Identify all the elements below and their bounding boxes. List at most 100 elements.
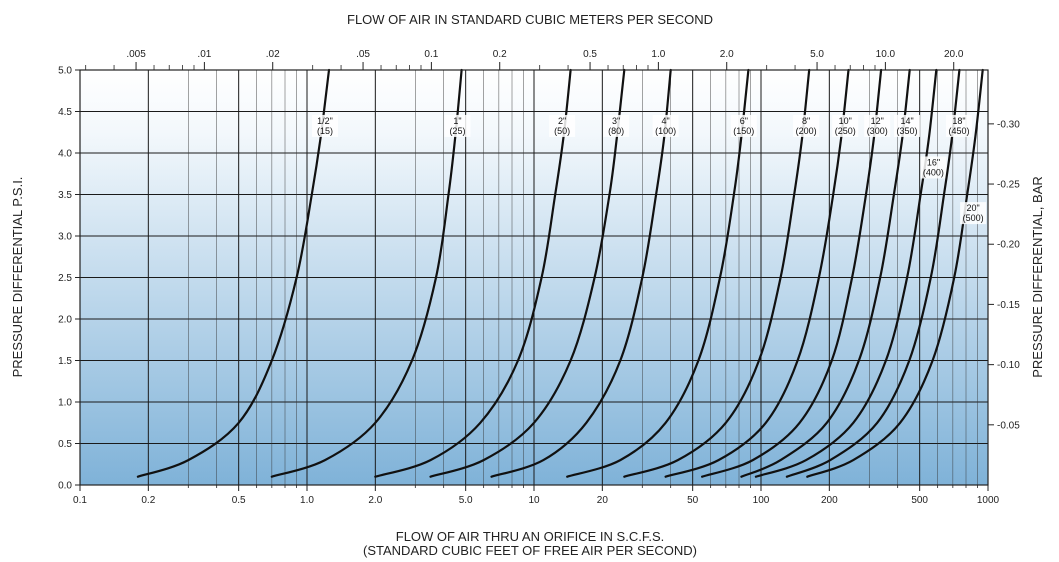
series-curve [374,68,572,478]
y-right-tick-label: -0.15 [997,300,1020,311]
x-tick-label: 1.0 [300,495,314,506]
y-tick-label: 0.0 [58,481,72,492]
series-label-name: 8" [802,116,810,126]
x-tick-label: 0.2 [141,495,155,506]
x-axis-title-line2: (STANDARD CUBIC FEET OF FREE AIR PER SEC… [363,543,697,558]
x-tick-label: 100 [753,495,770,506]
series-label-name: 14" [900,116,913,126]
series-curve [566,68,750,478]
series-label-sub: (150) [733,126,754,136]
series-label-name: 6" [740,116,748,126]
series-label-bg [960,202,987,225]
series-curve [701,68,883,478]
series-label-sub: (250) [835,126,856,136]
series-label-bg [832,114,859,137]
top-tick-label: 20.0 [944,49,964,60]
top-axis-title: FLOW OF AIR IN STANDARD CUBIC METERS PER… [347,12,713,27]
x-tick-label: 1000 [977,495,1000,506]
series-curve [136,68,331,478]
x-tick-label: 20 [597,495,609,506]
series-curve [270,68,463,478]
y-right-tick-label: -0.05 [997,420,1020,431]
y-right-tick-label: -0.20 [997,240,1020,251]
y-tick-label: 2.0 [58,315,72,326]
top-tick-label: 0.1 [424,49,438,60]
series-label-sub: (450) [948,126,969,136]
series-label-sub: (400) [923,167,944,177]
series-curve [754,68,938,478]
series-label-bg [864,114,891,137]
y-tick-label: 2.5 [58,273,72,284]
top-tick-label: 0.5 [583,49,597,60]
series-label-sub: (500) [963,213,984,223]
series-label-bg [652,114,679,137]
series-label-name: 4" [662,116,670,126]
series-label-sub: (300) [867,126,888,136]
series-curves: 1/2"(15) 1"(25) 2"(50) 3"(80) 4"(100) 6"(150)… [136,68,987,478]
x-tick-label: 0.1 [73,495,87,506]
series-label-name: 2" [558,116,566,126]
y-tick-label: 1.5 [58,356,72,367]
series-label-bg [945,114,972,137]
series-curve [623,68,811,478]
series-label-name: 3" [612,116,620,126]
series-label-name: 10" [839,116,852,126]
series-label-sub: (200) [796,126,817,136]
x-tick-label: 10 [528,495,540,506]
y-tick-label: 4.0 [58,149,72,160]
series-label-sub: (350) [897,126,918,136]
series-label-bg [603,114,630,137]
top-tick-label: .02 [266,49,280,60]
axis-ticks: 0.0 0.5 1.0 1.5 2.0 2.5 3.0 3.5 4.0 4.5 5.0 0.1 0.2 0… [58,49,1020,506]
y-tick-label: 5.0 [58,66,72,77]
series-label-name: 20" [967,203,980,213]
top-tick-label: 5.0 [810,49,824,60]
series-label-name: 18" [952,116,965,126]
top-tick-label: 10.0 [876,49,896,60]
series-curve [664,68,850,478]
series-curve [490,68,672,478]
series-label-bg [920,156,947,179]
series-curve [785,68,961,478]
x-tick-label: 500 [911,495,928,506]
top-tick-label: .01 [197,49,211,60]
top-tick-label: 0.2 [493,49,507,60]
x-tick-label: 50 [687,495,699,506]
x-tick-label: 2.0 [368,495,382,506]
y-right-tick-label: -0.30 [997,119,1020,130]
y-axis-title: PRESSURE DIFFERENTIAL P.S.I. [10,177,25,378]
y-right-tick-label: -0.10 [997,360,1020,371]
series-label-bg [311,114,338,137]
series-label-bg [549,114,576,137]
series-label-sub: (15) [317,126,333,136]
x-tick-label: 0.5 [232,495,246,506]
series-label-sub: (50) [554,126,570,136]
series-curve [429,68,626,478]
top-tick-label: .05 [356,49,370,60]
series-label-bg [793,114,820,137]
series-label-bg [730,114,757,137]
y-tick-label: 3.5 [58,190,72,201]
series-label-sub: (100) [655,126,676,136]
series-curve [740,68,911,478]
series-label-sub: (80) [608,126,624,136]
series-label-name: 1/2" [317,116,333,126]
top-tick-label: .005 [126,49,146,60]
top-tick-label: 1.0 [651,49,665,60]
y-tick-label: 4.5 [58,107,72,118]
x-tick-label: 5.0 [459,495,473,506]
x-axis-title-line1: FLOW OF AIR THRU AN ORIFICE IN S.C.F.S. [396,529,664,544]
y-tick-label: 1.0 [58,398,72,409]
series-label-sub: (25) [449,126,465,136]
y-tick-label: 0.5 [58,439,72,450]
series-label-bg [894,114,921,137]
series-label-name: 1" [453,116,461,126]
series-label-bg [444,114,471,137]
series-label-name: 16" [927,157,940,167]
x-tick-label: 200 [821,495,838,506]
top-tick-label: 2.0 [720,49,734,60]
y-axis-right-title: PRESSURE DIFFERENTIAL, BAR [1030,176,1045,378]
series-label-name: 12" [871,116,884,126]
y-right-tick-label: -0.25 [997,180,1020,191]
